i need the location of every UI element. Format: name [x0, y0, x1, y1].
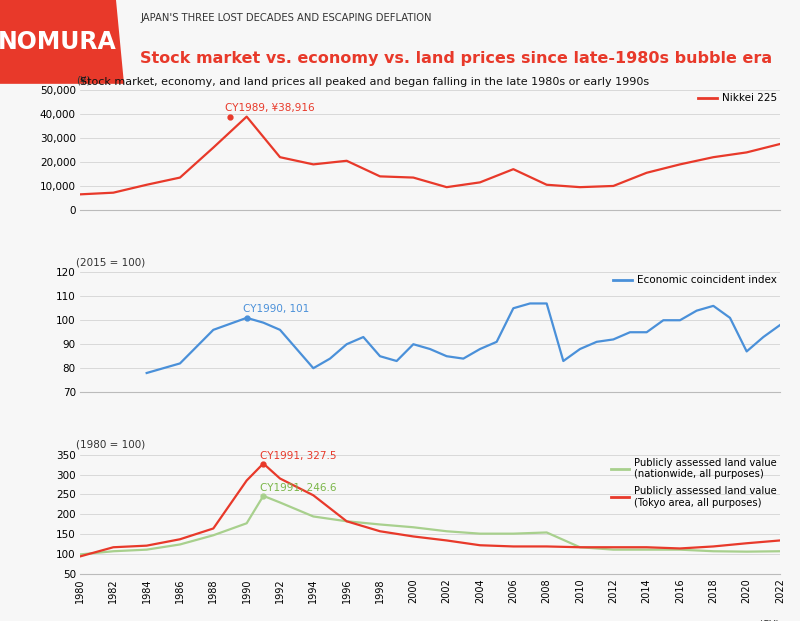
Text: (1980 = 100): (1980 = 100) [77, 440, 146, 450]
Text: CY1991, 327.5: CY1991, 327.5 [260, 451, 337, 461]
Legend: Publicly assessed land value
(nationwide, all purposes), Publicly assessed land : Publicly assessed land value (nationwide… [611, 458, 777, 508]
Text: Stock market, economy, and land prices all peaked and began falling in the late : Stock market, economy, and land prices a… [80, 77, 649, 87]
Legend: Economic coincident index: Economic coincident index [613, 275, 777, 286]
Text: CY1989, ¥38,916: CY1989, ¥38,916 [225, 103, 314, 113]
Text: JAPAN'S THREE LOST DECADES AND ESCAPING DEFLATION: JAPAN'S THREE LOST DECADES AND ESCAPING … [140, 14, 431, 24]
Polygon shape [0, 0, 124, 84]
Text: NOMURA: NOMURA [0, 30, 117, 54]
Legend: Nikkei 225: Nikkei 225 [698, 93, 777, 103]
Text: CY1991, 246.6: CY1991, 246.6 [260, 484, 337, 494]
Text: Stock market vs. economy vs. land prices since late-1980s bubble era: Stock market vs. economy vs. land prices… [140, 51, 772, 66]
Text: CY1990, 101: CY1990, 101 [243, 304, 310, 314]
Text: (CY): (CY) [758, 620, 780, 621]
Text: (¥): (¥) [77, 75, 91, 85]
Text: (2015 = 100): (2015 = 100) [77, 258, 146, 268]
